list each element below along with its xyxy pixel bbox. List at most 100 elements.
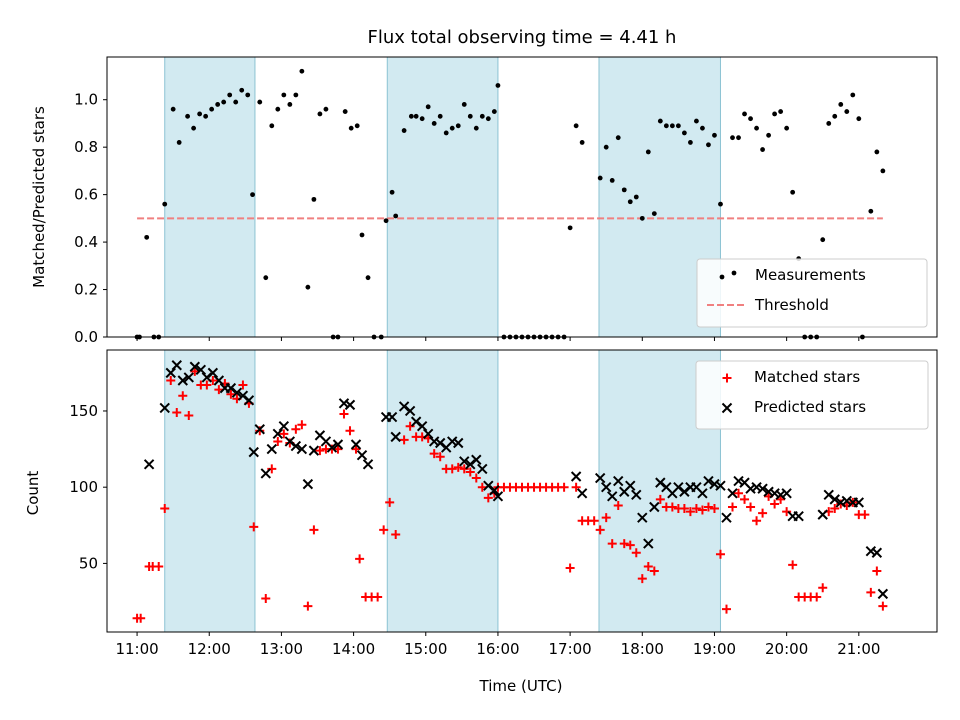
data-point <box>655 477 666 488</box>
data-point <box>697 488 708 499</box>
data-point <box>649 566 659 576</box>
data-point <box>763 486 774 497</box>
data-point <box>728 502 738 512</box>
data-point <box>479 113 485 119</box>
data-point <box>214 385 224 395</box>
data-point <box>637 512 648 523</box>
data-point <box>736 135 741 141</box>
data-point <box>344 399 356 411</box>
top-y-axis-label: Matched/Predicted stars <box>30 106 48 288</box>
data-point <box>742 111 747 117</box>
data-point <box>449 125 455 131</box>
data-point <box>663 123 669 129</box>
data-point <box>712 132 717 138</box>
data-point <box>471 454 482 465</box>
data-point <box>248 446 259 458</box>
data-point <box>185 113 190 119</box>
data-point <box>860 510 870 520</box>
data-point <box>401 128 407 133</box>
data-point <box>201 372 213 383</box>
series-matched-stars <box>132 366 888 623</box>
data-point <box>619 539 629 549</box>
data-point <box>615 135 621 141</box>
data-point <box>776 494 786 504</box>
data-point <box>260 468 271 479</box>
data-point <box>461 102 467 107</box>
data-point <box>594 472 606 484</box>
data-point <box>730 135 735 141</box>
x-tick-label: 14:00 <box>332 640 375 658</box>
data-point <box>559 482 569 492</box>
data-point <box>339 409 349 419</box>
data-point <box>874 149 880 155</box>
data-point <box>667 502 677 512</box>
data-point <box>685 507 695 517</box>
data-point <box>733 475 744 487</box>
data-point <box>435 452 445 462</box>
data-point <box>627 199 633 205</box>
data-point <box>823 489 834 501</box>
data-point <box>709 504 719 514</box>
data-point <box>697 505 707 515</box>
data-point <box>631 548 641 558</box>
data-point <box>703 502 713 512</box>
y-tick-label: 0.2 <box>74 281 98 299</box>
data-point <box>221 99 227 105</box>
legend-box <box>696 258 928 328</box>
data-point <box>410 416 422 427</box>
data-point <box>856 116 862 122</box>
shaded-interval <box>386 349 499 633</box>
data-point <box>263 275 269 281</box>
data-point <box>362 459 374 470</box>
chart-title: Flux total observing time = 4.41 h <box>368 27 677 48</box>
data-point <box>459 456 470 467</box>
legend-label: Predicted stars <box>754 398 866 416</box>
data-point <box>385 497 395 507</box>
data-point <box>745 483 756 494</box>
data-point <box>829 494 840 505</box>
data-point <box>154 561 164 571</box>
data-point <box>832 113 838 119</box>
data-point <box>625 480 636 491</box>
legend-swatch-dot <box>719 274 725 280</box>
axes-frame <box>106 56 938 338</box>
data-point <box>495 83 501 88</box>
data-point <box>679 486 690 497</box>
data-point <box>643 561 653 571</box>
data-point <box>422 428 434 440</box>
data-point <box>297 420 307 430</box>
data-point <box>437 113 443 119</box>
x-tick-label: 11:00 <box>115 640 158 658</box>
data-point <box>176 140 182 145</box>
shaded-interval <box>164 56 256 338</box>
y-tick-label: 100 <box>69 478 98 496</box>
data-point <box>871 547 883 558</box>
data-point <box>639 215 645 221</box>
data-point <box>770 499 780 509</box>
data-point <box>706 142 711 148</box>
x-tick-label: 12:00 <box>188 640 231 658</box>
x-tick-label: 17:00 <box>548 640 591 658</box>
data-point <box>844 109 850 114</box>
data-point <box>637 574 647 584</box>
data-point <box>793 510 804 522</box>
data-point <box>183 372 195 383</box>
data-point <box>835 497 846 508</box>
data-point <box>589 516 599 526</box>
data-point <box>477 463 488 475</box>
data-point <box>766 132 771 138</box>
x-tick-label: 16:00 <box>476 640 519 658</box>
data-point <box>467 113 473 119</box>
data-point <box>675 123 681 129</box>
data-point <box>323 106 329 112</box>
data-point <box>679 504 689 514</box>
legend-swatch-plus <box>722 373 732 383</box>
bottom-panel-star-counts: 50 100 150 11:00 12:00 13:00 14:00 15:00 16:00 17… <box>69 349 938 658</box>
data-point <box>413 113 419 119</box>
data-point <box>790 189 796 195</box>
data-point <box>279 429 289 439</box>
data-point <box>812 592 822 602</box>
data-point <box>202 380 212 390</box>
data-point <box>700 125 705 131</box>
data-point <box>868 208 874 214</box>
